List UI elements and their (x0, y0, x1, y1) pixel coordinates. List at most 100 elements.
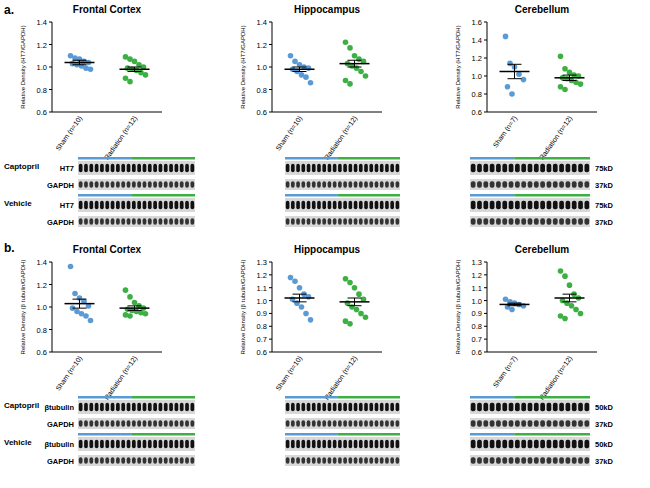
band (312, 457, 316, 464)
error-bar (299, 294, 300, 302)
band (164, 440, 168, 448)
band (180, 181, 184, 188)
band (89, 440, 93, 448)
band (375, 440, 379, 448)
y-tick (484, 112, 487, 113)
y-tick (269, 352, 272, 353)
y-tick (269, 262, 272, 263)
point (358, 311, 364, 317)
band (396, 218, 400, 225)
point (288, 53, 294, 59)
band (333, 164, 337, 172)
y-tick-label: 1.0 (472, 72, 482, 81)
band (127, 440, 131, 448)
blot-strip (78, 418, 195, 429)
x-axis (52, 352, 162, 353)
band (116, 403, 120, 411)
group-bar (514, 433, 590, 436)
band (380, 218, 384, 225)
band (333, 201, 337, 209)
point (567, 282, 573, 288)
band (572, 164, 577, 172)
band (354, 181, 358, 188)
band (390, 201, 394, 209)
band (121, 457, 125, 464)
band (95, 201, 99, 209)
band (286, 420, 290, 427)
band (121, 164, 125, 172)
band (180, 201, 184, 209)
band (566, 201, 571, 209)
band (143, 201, 147, 209)
band (328, 181, 332, 188)
category-label: Radiation (n=12) (103, 115, 139, 162)
size-label: 37kD (595, 181, 614, 190)
point (83, 313, 89, 319)
band (515, 201, 520, 209)
band (143, 164, 147, 172)
band (328, 218, 332, 225)
band (553, 201, 558, 209)
band (477, 201, 482, 209)
band (317, 420, 321, 427)
band (547, 403, 552, 411)
band (307, 218, 311, 225)
band (364, 201, 368, 209)
band (301, 201, 305, 209)
band (143, 457, 147, 464)
band (396, 201, 400, 209)
band (137, 201, 141, 209)
point (569, 303, 575, 309)
band (143, 181, 147, 188)
band (100, 403, 104, 411)
band (296, 440, 300, 448)
size-label: 50kD (595, 403, 614, 412)
band (137, 218, 141, 225)
band (291, 164, 295, 172)
band (502, 403, 507, 411)
band (354, 440, 358, 448)
band (343, 181, 347, 188)
band (111, 457, 115, 464)
band (369, 201, 373, 209)
band (132, 457, 136, 464)
protein-label: GAPDH (47, 181, 74, 190)
band (175, 164, 179, 172)
band (354, 457, 358, 464)
band (95, 403, 99, 411)
blot-strip (470, 216, 590, 227)
y-label: Relative Density (β tubulin/GAPDH) (240, 260, 246, 355)
band (338, 420, 342, 427)
band (509, 440, 514, 448)
band (380, 420, 384, 427)
band (380, 403, 384, 411)
group-bar (470, 433, 514, 436)
band (338, 440, 342, 448)
band (159, 403, 163, 411)
group-bar (285, 157, 337, 160)
band (584, 457, 589, 464)
band (343, 457, 347, 464)
point (308, 80, 314, 86)
band (359, 218, 363, 225)
category-label: Sham (n=10) (54, 355, 84, 393)
band (385, 164, 389, 172)
band (496, 440, 501, 448)
band (566, 403, 571, 411)
point (132, 300, 138, 306)
band (127, 420, 131, 427)
band (528, 164, 533, 172)
title: Frontal Cortex (73, 244, 142, 255)
band (116, 218, 120, 225)
band (100, 457, 104, 464)
band (307, 403, 311, 411)
band (312, 440, 316, 448)
band (528, 201, 533, 209)
y-label: Relative Density (β tubulin/GAPDH) (455, 260, 461, 355)
band (159, 420, 163, 427)
band (105, 164, 109, 172)
band (164, 403, 168, 411)
band (540, 164, 545, 172)
band (105, 440, 109, 448)
band (164, 181, 168, 188)
